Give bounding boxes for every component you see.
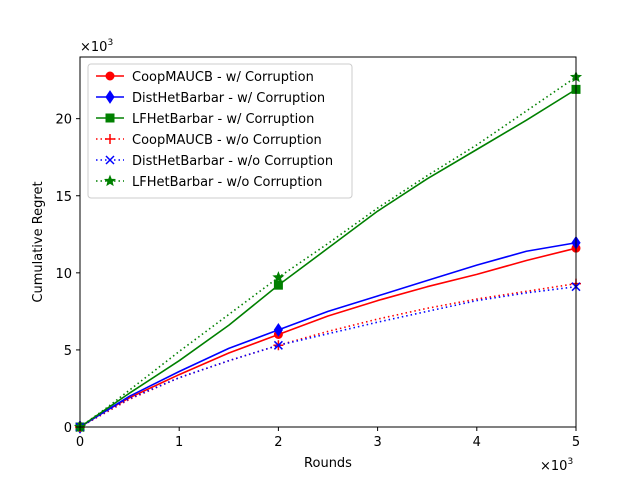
legend-marker [105, 71, 115, 81]
y-axis-multiplier: ×103 [80, 38, 113, 55]
x-tick-label: 1 [175, 435, 183, 450]
data-point-marker [273, 340, 283, 350]
legend-item-3: CoopMAUCB - w/o Corruption [96, 133, 322, 148]
legend-item-2: LFHetBarbar - w/ Corruption [96, 112, 314, 127]
axes-layer: 0 1 2 3 4 5 0 5 10 15 20 [55, 56, 580, 450]
legend-item-1: DistHetBarbar - w/ Corruption [96, 90, 325, 106]
legend-box [87, 63, 353, 199]
legend-label: CoopMAUCB - w/ Corruption [132, 70, 314, 85]
y-tick-label: 0 [64, 421, 72, 436]
series-line [79, 247, 577, 428]
legend-label: CoopMAUCB - w/o Corruption [132, 133, 322, 148]
series-line [79, 241, 577, 428]
legend-marker [105, 155, 115, 165]
x-multiplier-exponent: 3 [567, 457, 573, 467]
legend-item-4: DistHetBarbar - w/o Corruption [96, 154, 333, 169]
y-multiplier-base: ×10 [80, 40, 107, 55]
data-point-marker [272, 271, 285, 283]
y-tick-label: 20 [55, 113, 72, 128]
legend-marker [103, 174, 117, 187]
x-tick-label: 3 [373, 435, 381, 450]
y-tick-label: 5 [64, 344, 72, 359]
series-line [79, 88, 577, 428]
y-tick-label: 15 [55, 190, 72, 205]
legend-marker [105, 113, 115, 123]
legend-label: DistHetBarbar - w/ Corruption [132, 91, 325, 106]
x-axis-label: Rounds [304, 456, 352, 471]
x-tick-label: 5 [572, 435, 580, 450]
data-point-marker [273, 322, 284, 337]
legend: CoopMAUCB - w/ Corruption DistHetBarbar -… [87, 63, 353, 199]
legend-item-0: CoopMAUCB - w/ Corruption [96, 70, 314, 85]
x-tick-label: 0 [76, 435, 84, 450]
data-point-marker [273, 280, 283, 290]
legend-label: LFHetBarbar - w/o Corruption [132, 175, 322, 190]
legend-label: LFHetBarbar - w/ Corruption [132, 112, 314, 127]
legend-item-5: LFHetBarbar - w/o Corruption [96, 174, 322, 190]
legend-marker [105, 134, 115, 144]
x-tick-label: 4 [473, 435, 481, 450]
legend-marker [105, 90, 115, 104]
legend-label: DistHetBarbar - w/o Corruption [132, 154, 333, 169]
x-multiplier-base: ×10 [540, 459, 567, 474]
axes-frame [79, 56, 577, 428]
y-axis-label: Cumulative Regret [31, 181, 46, 302]
y-tick-label: 10 [55, 267, 72, 282]
x-axis-multiplier: ×103 [540, 457, 573, 474]
x-tick-label: 2 [274, 435, 282, 450]
y-multiplier-exponent: 3 [107, 38, 113, 48]
